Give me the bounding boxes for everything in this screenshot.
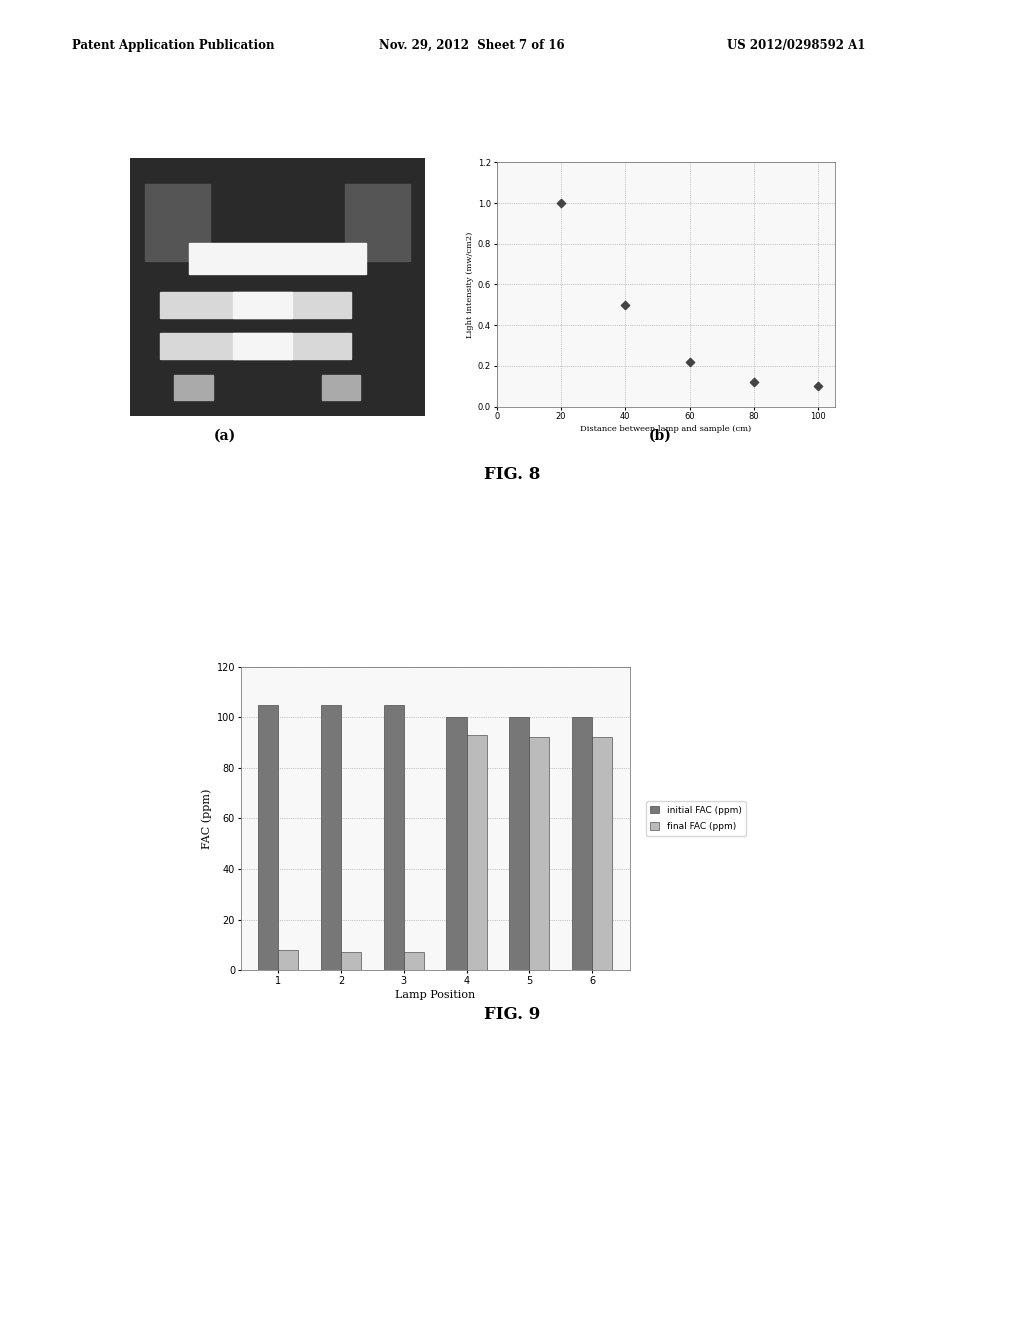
- Bar: [174, 375, 213, 400]
- Bar: [144, 183, 210, 261]
- Bar: [341, 953, 361, 970]
- Y-axis label: FAC (ppm): FAC (ppm): [202, 788, 212, 849]
- Bar: [233, 334, 292, 359]
- Bar: [258, 705, 279, 970]
- Y-axis label: Light intensity (mw/cm2): Light intensity (mw/cm2): [466, 231, 474, 338]
- Text: (a): (a): [214, 429, 237, 442]
- Bar: [384, 705, 403, 970]
- Point: [553, 193, 569, 214]
- Bar: [322, 705, 341, 970]
- Legend: initial FAC (ppm), final FAC (ppm): initial FAC (ppm), final FAC (ppm): [646, 801, 746, 836]
- Bar: [160, 292, 351, 318]
- Point: [617, 294, 634, 315]
- Bar: [403, 953, 424, 970]
- Bar: [322, 375, 360, 400]
- Bar: [509, 717, 529, 970]
- Point: [810, 376, 826, 397]
- Bar: [446, 717, 467, 970]
- Point: [745, 372, 762, 393]
- Bar: [345, 183, 411, 261]
- Bar: [529, 738, 549, 970]
- Text: Nov. 29, 2012  Sheet 7 of 16: Nov. 29, 2012 Sheet 7 of 16: [379, 38, 564, 51]
- Text: US 2012/0298592 A1: US 2012/0298592 A1: [727, 38, 865, 51]
- X-axis label: Lamp Position: Lamp Position: [395, 990, 475, 1001]
- Point: [682, 351, 698, 372]
- X-axis label: Distance between lamp and sample (cm): Distance between lamp and sample (cm): [580, 425, 752, 433]
- Text: FIG. 9: FIG. 9: [484, 1006, 540, 1023]
- Bar: [279, 950, 298, 970]
- Bar: [572, 717, 592, 970]
- Bar: [160, 334, 351, 359]
- Bar: [189, 243, 366, 275]
- Bar: [592, 738, 612, 970]
- Text: Patent Application Publication: Patent Application Publication: [72, 38, 274, 51]
- Bar: [467, 735, 486, 970]
- Text: FIG. 8: FIG. 8: [483, 466, 541, 483]
- Text: (b): (b): [649, 429, 672, 442]
- Bar: [233, 292, 292, 318]
